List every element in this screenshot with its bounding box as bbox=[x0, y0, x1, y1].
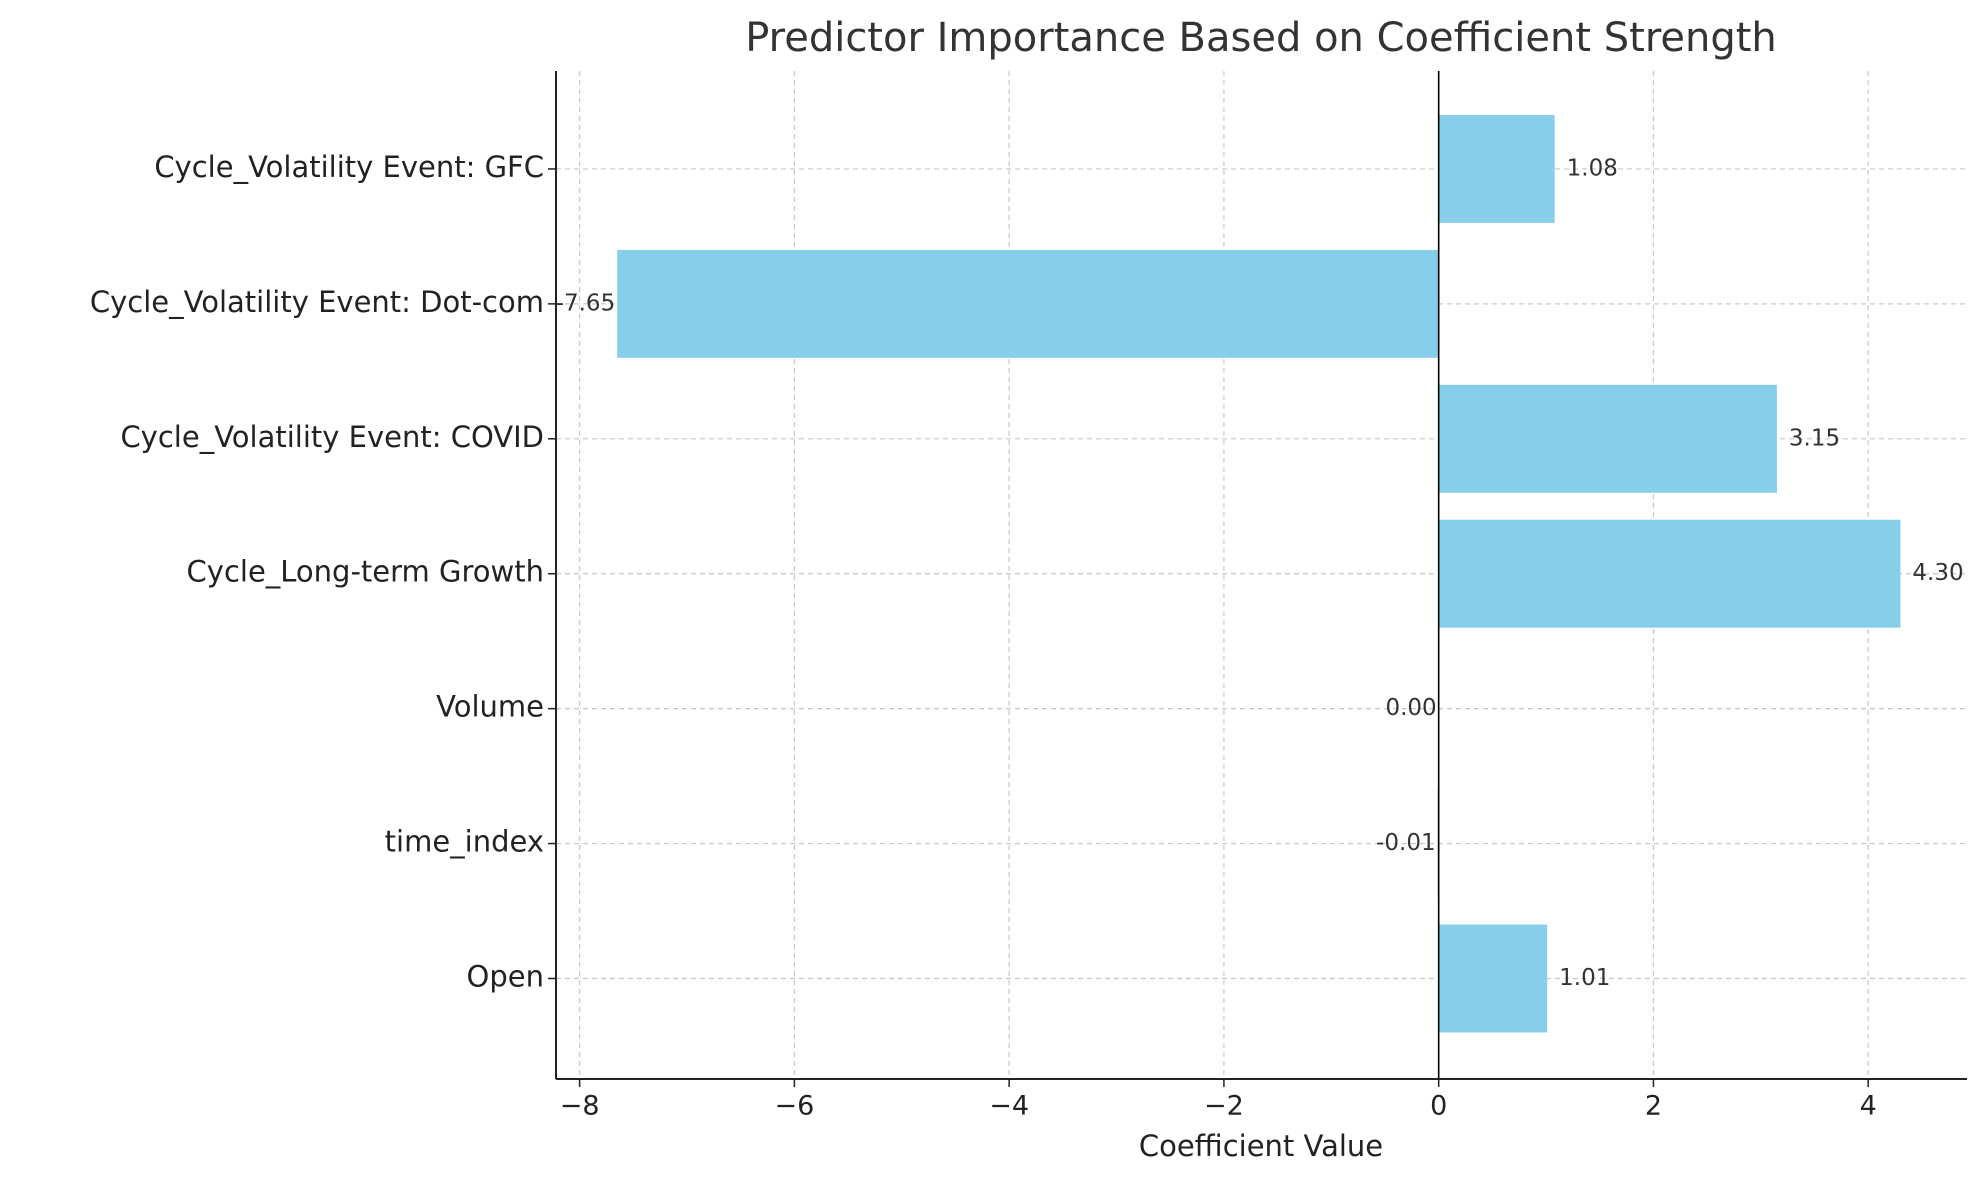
y-tick-label: Cycle_Volatility Event: Dot-com bbox=[90, 285, 544, 319]
y-tick-label: Open bbox=[467, 959, 544, 993]
x-tick-label: 4 bbox=[1860, 1091, 1877, 1122]
x-tick-label: −4 bbox=[989, 1091, 1029, 1122]
y-tick-label: Volume bbox=[436, 690, 544, 724]
bar bbox=[1438, 519, 1901, 628]
bar bbox=[617, 249, 1439, 358]
value-label: 3.15 bbox=[1789, 425, 1840, 451]
x-tick-label: 0 bbox=[1430, 1091, 1447, 1122]
y-tick-label: Cycle_Volatility Event: COVID bbox=[120, 420, 544, 454]
value-label: 1.01 bbox=[1559, 965, 1610, 991]
bar bbox=[1438, 114, 1555, 223]
value-label: -0.01 bbox=[1376, 830, 1436, 856]
value-label: -7.65 bbox=[556, 290, 616, 316]
x-tick-label: −2 bbox=[1204, 1091, 1244, 1122]
x-tick-label: −8 bbox=[560, 1091, 600, 1122]
x-tick-label: 2 bbox=[1645, 1091, 1662, 1122]
bar bbox=[1438, 924, 1548, 1033]
bar bbox=[1438, 384, 1777, 493]
y-tick-label: Cycle_Long-term Growth bbox=[187, 555, 544, 589]
value-label: 0.00 bbox=[1385, 695, 1436, 721]
chart-title: Predictor Importance Based on Coefficien… bbox=[745, 15, 1777, 61]
value-label: 4.30 bbox=[1912, 560, 1963, 586]
value-label: 1.08 bbox=[1567, 155, 1618, 181]
x-tick-label: −6 bbox=[774, 1091, 814, 1122]
x-axis-label: Coefficient Value bbox=[1139, 1129, 1383, 1163]
y-tick-label: Cycle_Volatility Event: GFC bbox=[154, 150, 544, 184]
y-tick-label: time_index bbox=[385, 825, 544, 859]
